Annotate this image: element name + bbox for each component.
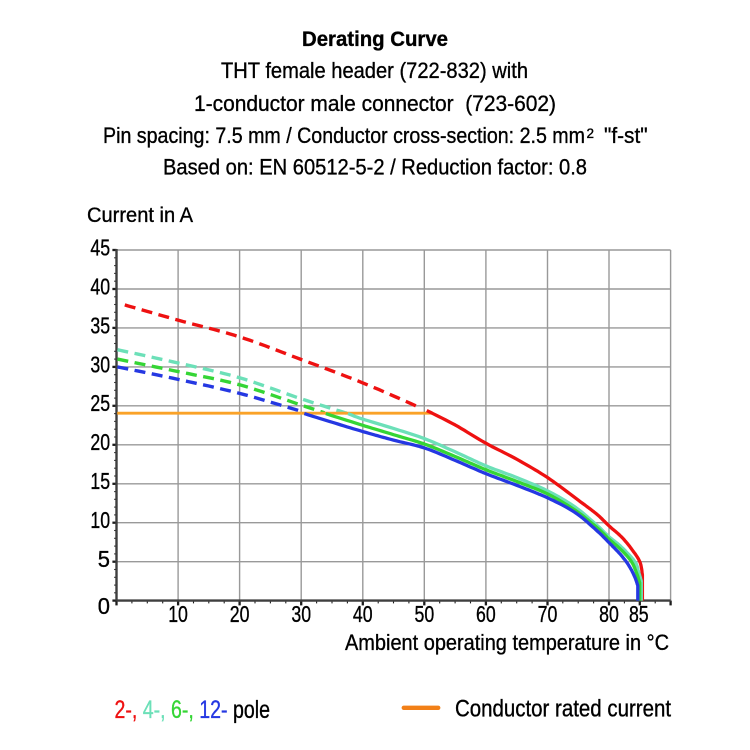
svg-text:30: 30 [291, 601, 311, 627]
svg-text:Ambient operating temperature: Ambient operating temperature in °C [345, 630, 669, 655]
svg-text:30: 30 [90, 351, 110, 377]
svg-text:10: 10 [90, 507, 110, 533]
svg-text:25: 25 [90, 390, 110, 416]
svg-text:Derating Curve: Derating Curve [302, 28, 448, 51]
svg-text:70: 70 [538, 601, 558, 627]
svg-text:50: 50 [414, 601, 434, 627]
svg-text:2-, 4-, 6-, 12- pole: 2-, 4-, 6-, 12- pole [115, 697, 271, 724]
svg-text:Pin spacing: 7.5 mm / Conducto: Pin spacing: 7.5 mm / Conductor cross-se… [103, 123, 585, 148]
svg-text:"f-st": "f-st" [604, 123, 648, 148]
svg-text:15: 15 [90, 468, 110, 494]
svg-text:45: 45 [90, 234, 110, 260]
svg-text:THT female header (722-832) wi: THT female header (722-832) with [221, 58, 528, 83]
svg-text:40: 40 [353, 601, 373, 627]
svg-text:Current in A: Current in A [87, 203, 194, 227]
svg-text:40: 40 [90, 273, 110, 299]
svg-text:35: 35 [90, 312, 110, 338]
svg-text:Conductor rated current: Conductor rated current [455, 696, 671, 723]
svg-text:0: 0 [98, 593, 110, 619]
svg-text:20: 20 [90, 429, 110, 455]
svg-text:Based on: EN 60512-5-2 / Reduc: Based on: EN 60512-5-2 / Reduction facto… [163, 155, 587, 180]
svg-text:1-conductor male connector (7: 1-conductor male connector (723-602) [194, 91, 556, 116]
svg-text:10: 10 [168, 601, 188, 627]
svg-text:85: 85 [629, 601, 649, 627]
svg-text:20: 20 [230, 601, 250, 627]
svg-text:2: 2 [587, 126, 595, 141]
svg-text:60: 60 [476, 601, 496, 627]
svg-text:5: 5 [98, 546, 110, 572]
svg-text:80: 80 [599, 601, 619, 627]
